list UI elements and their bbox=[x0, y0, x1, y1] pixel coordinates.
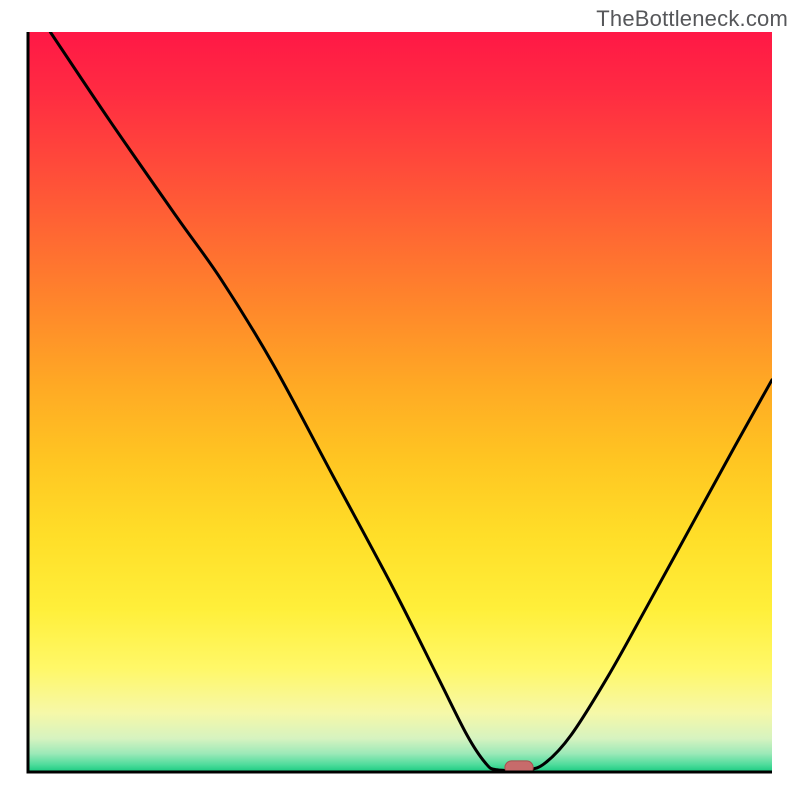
gradient-background bbox=[28, 32, 772, 772]
bottleneck-chart bbox=[0, 0, 800, 800]
chart-container: TheBottleneck.com bbox=[0, 0, 800, 800]
watermark-text: TheBottleneck.com bbox=[596, 6, 788, 32]
